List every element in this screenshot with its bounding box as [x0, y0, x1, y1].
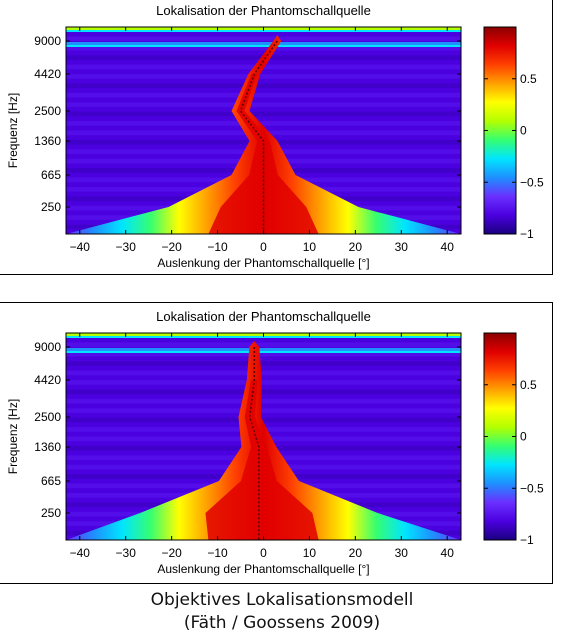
y-tick-label: 4420: [34, 373, 61, 387]
x-tick-label: 40: [441, 546, 455, 560]
y-axis-label: Frequenz [Hz]: [6, 399, 20, 474]
x-tick-label: 20: [349, 240, 363, 254]
heatmap-band: [66, 36, 461, 42]
x-tick-label: 20: [349, 546, 363, 560]
heatmap-band: [66, 111, 461, 117]
panel-frame: [0, 0, 553, 275]
y-tick-label: 665: [41, 474, 61, 488]
heatmap-streak: [66, 348, 461, 351]
x-tick-label: −20: [161, 546, 182, 560]
heatmap-streak: [66, 45, 461, 47]
colorbar-tick-label: 0.5: [520, 72, 537, 86]
colorbar-tick-label: −1: [520, 533, 534, 547]
colorbar: [483, 332, 517, 541]
heatmap-band: [66, 342, 461, 348]
heatmap-band: [66, 389, 461, 395]
x-axis-label: Auslenkung der Phantomschallquelle [°]: [157, 562, 369, 576]
heatmap-band: [66, 370, 461, 376]
x-tick-label: −40: [70, 240, 91, 254]
x-tick-label: −20: [161, 240, 182, 254]
y-tick-label: 250: [41, 200, 61, 214]
x-tick-label: −10: [207, 546, 228, 560]
heatmap-field: [66, 333, 461, 540]
x-tick-label: −10: [207, 240, 228, 254]
colorbar-tick-label: 0: [520, 430, 527, 444]
x-tick-label: 30: [395, 546, 409, 560]
plume-core: [208, 74, 319, 234]
heatmap-band: [66, 417, 461, 423]
heatmap-chart-bottom: Lokalisation der Phantomschallquelle −40 −…: [6, 309, 544, 576]
caption-line-1: Objektives Lokalisationsmodell: [150, 590, 414, 610]
colorbar-tick-label: 0.5: [520, 378, 537, 392]
x-tick-label: −30: [116, 546, 137, 560]
y-axis-label: Frequenz [Hz]: [6, 93, 20, 168]
y-tick-label: 4420: [34, 67, 61, 81]
colorbar-tick-label: −0.5: [520, 481, 544, 495]
colorbar-tick-label: −0.5: [520, 175, 544, 189]
caption-line-2: (Fäth / Goossens 2009): [183, 613, 381, 633]
heatmap-band: [66, 351, 461, 357]
chart-title: Lokalisation der Phantomschallquelle: [156, 3, 371, 18]
heatmap-band: [66, 74, 461, 79]
y-tick-label: 1360: [34, 134, 61, 148]
heatmap-band: [66, 398, 461, 404]
heatmap-chart-top: Lokalisation der Phantomschallquelle −40 −…: [6, 3, 544, 270]
x-tick-label: 0: [260, 546, 267, 560]
y-tick-label: 2500: [34, 104, 61, 118]
x-tick-label: −30: [116, 240, 137, 254]
ridge-line: [239, 40, 278, 234]
ridge-line: [248, 347, 260, 540]
y-tick-label: 2500: [34, 410, 61, 424]
chart-panel-bottom: Lokalisation der Phantomschallquelle −40 −…: [0, 302, 564, 596]
panel-frame: [0, 302, 553, 584]
x-tick-label: 10: [303, 240, 317, 254]
heatmap-band: [66, 380, 461, 385]
x-axis-label: Auslenkung der Phantomschallquelle [°]: [157, 256, 369, 270]
heatmap-band: [66, 361, 461, 366]
heatmap-field: [66, 27, 461, 234]
heatmap-streak: [66, 351, 461, 353]
y-tick-label: 665: [41, 168, 61, 182]
y-tick-label: 9000: [34, 34, 61, 48]
y-tick-label: 1360: [34, 440, 61, 454]
x-tick-label: 30: [395, 240, 409, 254]
chart-panel-top: Lokalisation der Phantomschallquelle −40 −…: [0, 0, 564, 290]
heatmap-band: [66, 92, 461, 98]
colorbar-tick-label: −1: [520, 227, 534, 241]
colorbar: [483, 26, 517, 235]
y-tick-label: 250: [41, 506, 61, 520]
plume-core: [205, 380, 319, 540]
heatmap-band: [66, 45, 461, 51]
x-tick-label: −40: [70, 546, 91, 560]
heatmap-band: [66, 408, 461, 413]
x-tick-label: 0: [260, 240, 267, 254]
heatmap-streak: [66, 42, 461, 45]
heatmap-band: [66, 121, 461, 126]
x-tick-label: 40: [441, 240, 455, 254]
colorbar-tick-label: 0: [520, 124, 527, 138]
chart-title: Lokalisation der Phantomschallquelle: [156, 309, 371, 324]
heatmap-band: [66, 83, 461, 89]
heatmap-band: [66, 102, 461, 107]
x-tick-label: 10: [303, 546, 317, 560]
y-tick-label: 9000: [34, 340, 61, 354]
